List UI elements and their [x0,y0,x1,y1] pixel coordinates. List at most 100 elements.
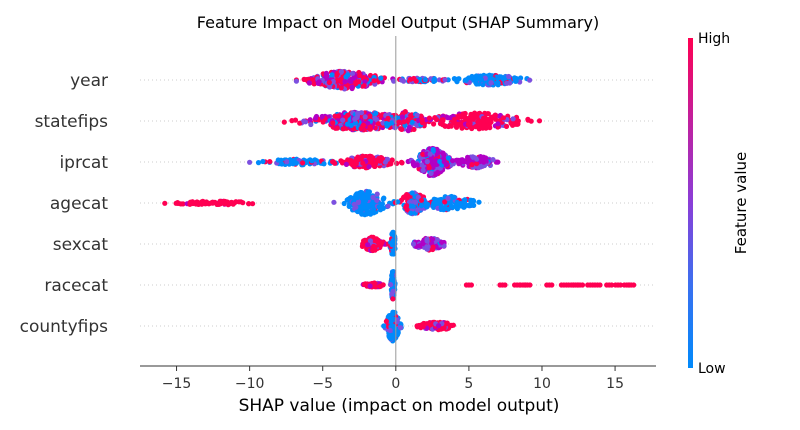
shap-point [381,323,387,329]
shap-point [478,154,484,160]
shap-point [510,116,516,122]
shap-point [448,203,454,209]
shap-point [431,78,437,84]
shap-point [308,121,314,128]
shap-point [390,288,396,294]
shap-point [260,158,266,165]
colorbar [688,38,693,368]
shap-point [500,115,507,121]
shap-point [471,202,477,208]
shap-point [404,192,411,199]
shap-point [409,119,415,125]
shap-point [371,78,377,84]
shap-point [394,115,400,121]
shap-point [402,109,408,115]
shap-point [367,113,373,119]
shap-point [426,165,432,171]
shap-point [368,211,374,217]
shap-point [363,198,369,204]
shap-point [398,126,404,132]
feature-label: sexcat [53,235,109,255]
x-tick-label: −15 [162,376,192,392]
shap-point [340,117,346,123]
shap-point [412,199,418,205]
shap-point [330,120,336,126]
shap-point [467,203,473,209]
shap-point [404,206,410,212]
shap-point [422,77,428,83]
shap-point [374,191,380,197]
shap-point [405,117,411,123]
shap-point [313,115,319,121]
shap-point [392,125,398,131]
shap-point [396,119,402,125]
shap-point [428,170,434,176]
shap-point [385,203,391,209]
shap-point [319,113,325,120]
shap-point [440,118,446,124]
shap-point [468,282,474,288]
shap-point [331,199,337,205]
x-tick-label: 0 [391,376,400,392]
shap-point [472,110,478,116]
shap-point [455,121,461,127]
shap-point [424,159,430,165]
shap-point [406,124,412,131]
shap-point [293,78,299,84]
shap-point [307,117,313,123]
shap-point [360,160,366,166]
shap-point [506,73,512,80]
shap-point [481,124,487,130]
shap-point [355,154,361,160]
shap-point [420,151,426,157]
x-axis: −15 −10 −5 0 5 10 15 [140,365,656,392]
shap-point [360,241,366,247]
shap-point [362,79,368,85]
shap-point [527,77,533,83]
shap-point [389,157,395,163]
shap-point [502,282,508,288]
shap-point [297,120,303,126]
shap-point [609,282,615,288]
shap-point [391,232,397,238]
shap-point [361,83,367,89]
shap-point [451,76,457,82]
shap-point [385,115,391,121]
shap-point [255,160,262,166]
shap-point [425,201,431,208]
shap-point [389,120,395,126]
shap-point [445,195,451,201]
shap-point [434,117,440,123]
shap-point [390,311,396,317]
shap-point [450,158,456,164]
shap-point [525,116,531,122]
shap-point [338,85,344,91]
shap-point [409,190,415,196]
shap-point [359,211,365,217]
shap-point [451,116,458,122]
shap-point [288,158,295,164]
feature-label: agecat [50,194,108,214]
shap-point [439,239,445,245]
colorbar-high-label: High [698,31,730,47]
shap-point [617,282,624,288]
shap-point [436,323,442,329]
shap-point [384,156,391,162]
shap-point [365,203,371,210]
shap-point [441,159,447,165]
shap-point [431,121,437,127]
shap-point [229,200,235,206]
shap-point [267,159,273,165]
shap-point [441,152,447,158]
shap-point [391,332,397,338]
shap-point [390,316,396,322]
shap-point [353,160,359,167]
shap-point [495,121,501,127]
shap-point [418,197,425,203]
shap-point [424,244,430,250]
shap-point [459,157,465,163]
shap-point [513,78,519,84]
shap-point [470,116,476,122]
shap-point [365,242,371,248]
